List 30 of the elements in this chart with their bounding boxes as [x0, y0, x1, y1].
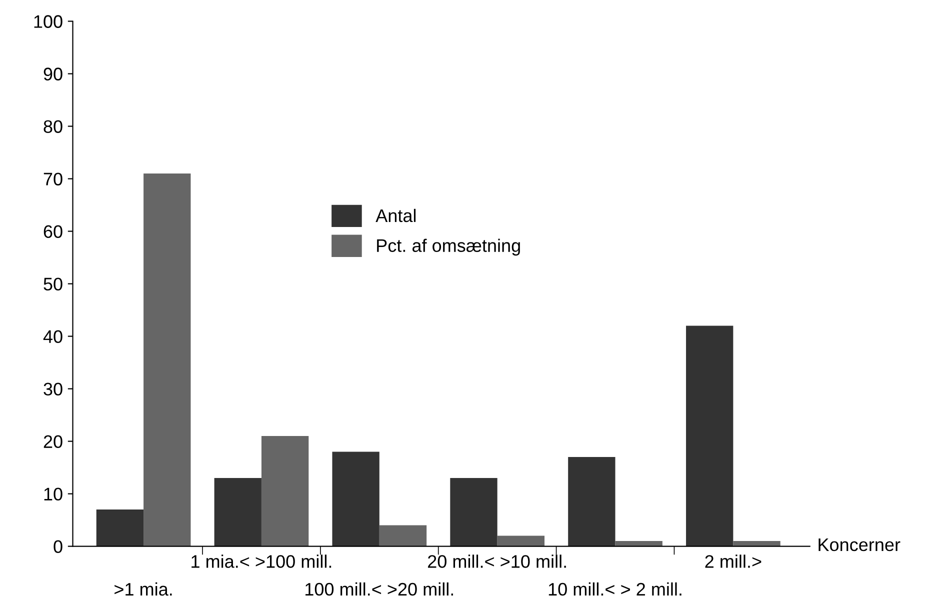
x-tick-label: 2 mill.>	[705, 554, 762, 568]
legend-label: Pct. af omsætning	[377, 238, 520, 256]
bar	[214, 478, 262, 546]
x-axis-title: Koncerner	[818, 538, 900, 552]
bar	[568, 457, 616, 546]
x-tick-label: 100 mill.< >20 mill.	[306, 582, 454, 596]
y-tick-label: 60	[44, 225, 62, 238]
bar	[144, 174, 191, 546]
x-tick-label: 1 mia.< >100 mill.	[192, 554, 332, 568]
y-tick-label: 100	[34, 15, 62, 28]
x-tick-label: 20 mill.< >10 mill.	[428, 554, 566, 568]
x-tick-label: 10 mill.< > 2 mill.	[548, 582, 682, 596]
bar	[332, 452, 380, 546]
bar	[96, 510, 144, 546]
y-tick-label: 10	[44, 488, 62, 501]
legend-label: Antal	[376, 208, 416, 222]
bar	[686, 326, 734, 546]
x-tick-label: >1 mia.	[114, 582, 172, 596]
y-tick-label: 30	[44, 382, 62, 396]
bar	[261, 436, 309, 546]
y-tick-label: 80	[44, 120, 62, 133]
y-tick-label: 0	[54, 540, 62, 554]
bar	[379, 525, 427, 546]
y-tick-label: 90	[44, 68, 62, 80]
y-tick-label: 70	[44, 172, 62, 186]
y-tick-label: 20	[44, 435, 62, 448]
bar	[450, 478, 498, 546]
bar	[497, 536, 544, 546]
y-tick-label: 50	[44, 278, 62, 290]
y-tick-label: 40	[43, 330, 62, 343]
